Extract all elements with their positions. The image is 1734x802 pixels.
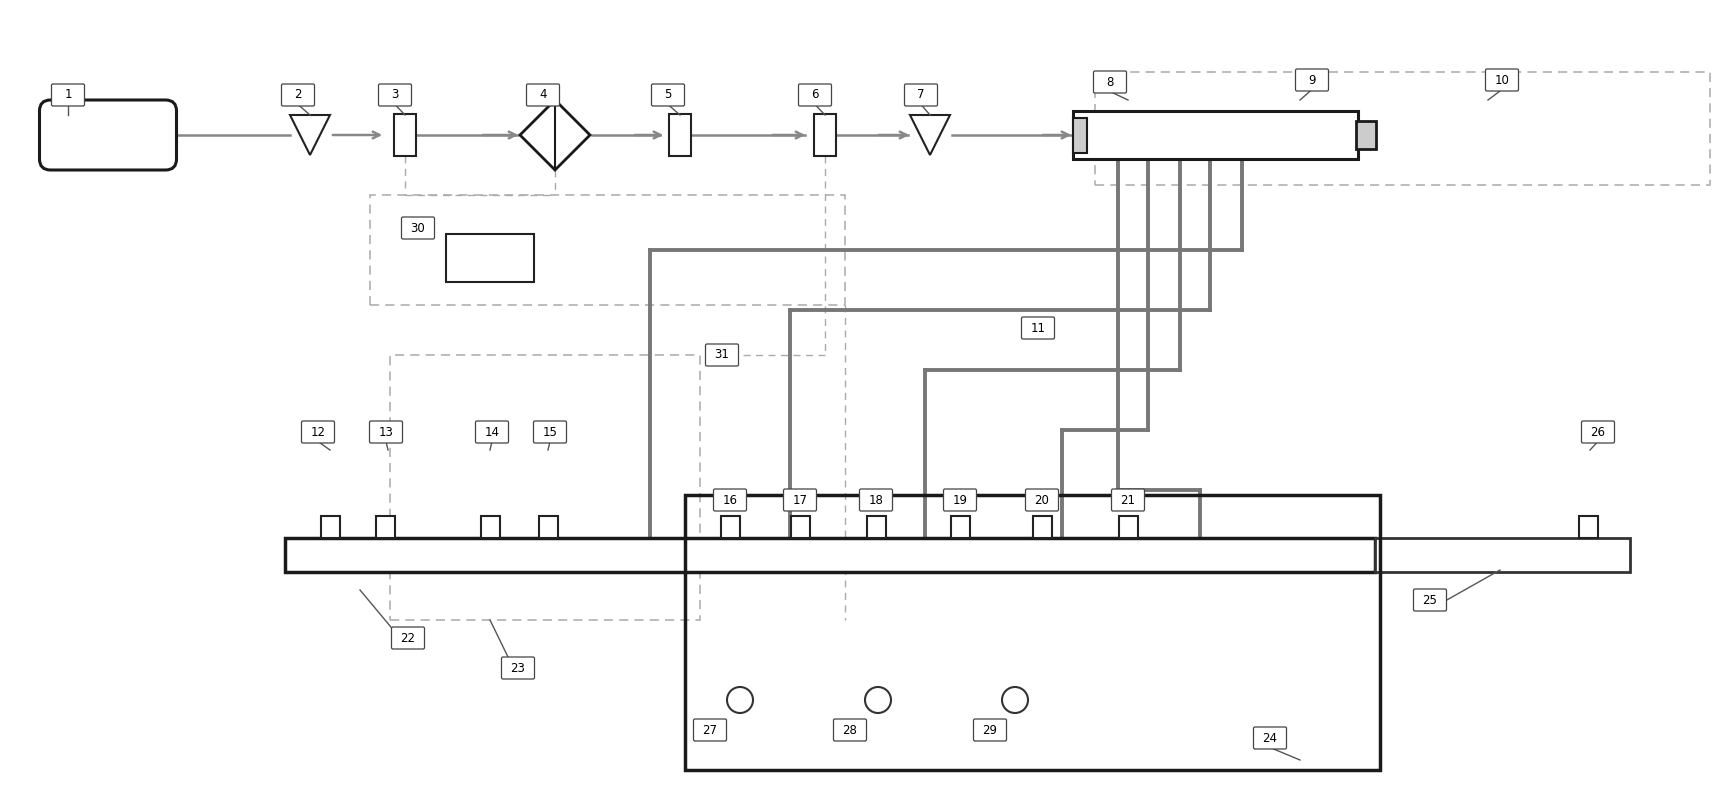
FancyBboxPatch shape — [40, 100, 177, 170]
Bar — [1118, 516, 1138, 538]
Text: 8: 8 — [1106, 75, 1113, 88]
FancyBboxPatch shape — [784, 489, 817, 511]
FancyBboxPatch shape — [943, 489, 976, 511]
Text: 13: 13 — [378, 426, 394, 439]
FancyBboxPatch shape — [905, 84, 938, 106]
FancyBboxPatch shape — [369, 421, 402, 443]
Bar — [284, 538, 1375, 572]
Bar — [369, 195, 844, 305]
Text: 9: 9 — [1307, 74, 1316, 87]
FancyBboxPatch shape — [1486, 69, 1519, 91]
FancyBboxPatch shape — [1413, 589, 1446, 611]
Text: 21: 21 — [1120, 493, 1136, 507]
Text: 2: 2 — [295, 88, 302, 102]
Text: 14: 14 — [484, 426, 499, 439]
Polygon shape — [290, 115, 329, 155]
FancyBboxPatch shape — [402, 217, 435, 239]
FancyBboxPatch shape — [52, 84, 85, 106]
Text: 24: 24 — [1262, 731, 1278, 744]
Text: 7: 7 — [917, 88, 924, 102]
FancyBboxPatch shape — [652, 84, 685, 106]
Bar — [1578, 516, 1597, 538]
Bar — [1073, 111, 1358, 159]
FancyBboxPatch shape — [694, 719, 727, 741]
Bar — [480, 516, 499, 538]
FancyBboxPatch shape — [706, 344, 739, 366]
FancyBboxPatch shape — [1581, 421, 1614, 443]
Bar — [376, 516, 395, 538]
Text: 28: 28 — [843, 723, 857, 736]
Circle shape — [865, 687, 891, 713]
Text: 10: 10 — [1495, 74, 1509, 87]
Text: 4: 4 — [539, 88, 546, 102]
Text: 29: 29 — [983, 723, 997, 736]
Text: 12: 12 — [310, 426, 326, 439]
Bar — [446, 234, 534, 282]
Bar — [813, 114, 836, 156]
Bar — [394, 114, 416, 156]
FancyBboxPatch shape — [501, 657, 534, 679]
Text: 3: 3 — [392, 88, 399, 102]
Text: 23: 23 — [510, 662, 525, 674]
Bar — [1356, 121, 1375, 149]
Text: 25: 25 — [1422, 593, 1437, 606]
Text: 6: 6 — [812, 88, 818, 102]
Bar — [950, 516, 969, 538]
FancyBboxPatch shape — [527, 84, 560, 106]
FancyBboxPatch shape — [1094, 71, 1127, 93]
Bar — [791, 516, 810, 538]
Circle shape — [727, 687, 753, 713]
Polygon shape — [910, 115, 950, 155]
Bar — [390, 355, 701, 620]
Text: 1: 1 — [64, 88, 71, 102]
FancyBboxPatch shape — [302, 421, 335, 443]
Circle shape — [1002, 687, 1028, 713]
FancyBboxPatch shape — [798, 84, 832, 106]
FancyBboxPatch shape — [475, 421, 508, 443]
Bar — [685, 495, 1380, 770]
FancyBboxPatch shape — [834, 719, 867, 741]
Text: 30: 30 — [411, 221, 425, 234]
Text: 27: 27 — [702, 723, 718, 736]
Text: 26: 26 — [1590, 426, 1606, 439]
Text: 16: 16 — [723, 493, 737, 507]
Text: 19: 19 — [952, 493, 968, 507]
Text: 31: 31 — [714, 349, 730, 362]
FancyBboxPatch shape — [1111, 489, 1144, 511]
Bar — [321, 516, 340, 538]
Polygon shape — [520, 100, 590, 170]
FancyBboxPatch shape — [1021, 317, 1054, 339]
Bar — [867, 516, 886, 538]
FancyBboxPatch shape — [378, 84, 411, 106]
FancyBboxPatch shape — [534, 421, 567, 443]
Text: 11: 11 — [1030, 322, 1046, 334]
Bar — [669, 114, 692, 156]
Text: 18: 18 — [869, 493, 883, 507]
FancyBboxPatch shape — [1295, 69, 1328, 91]
Text: 20: 20 — [1035, 493, 1049, 507]
Text: 5: 5 — [664, 88, 671, 102]
Bar — [539, 516, 558, 538]
FancyBboxPatch shape — [973, 719, 1006, 741]
FancyBboxPatch shape — [713, 489, 747, 511]
FancyBboxPatch shape — [860, 489, 893, 511]
FancyBboxPatch shape — [281, 84, 314, 106]
FancyBboxPatch shape — [392, 627, 425, 649]
Text: 15: 15 — [543, 426, 557, 439]
Bar — [721, 516, 739, 538]
Bar — [1094, 72, 1710, 185]
Text: 22: 22 — [401, 631, 416, 645]
FancyBboxPatch shape — [1254, 727, 1287, 749]
Bar — [1073, 118, 1087, 152]
FancyBboxPatch shape — [1025, 489, 1058, 511]
Bar — [1032, 516, 1051, 538]
Bar — [1375, 538, 1630, 572]
Text: 17: 17 — [792, 493, 808, 507]
